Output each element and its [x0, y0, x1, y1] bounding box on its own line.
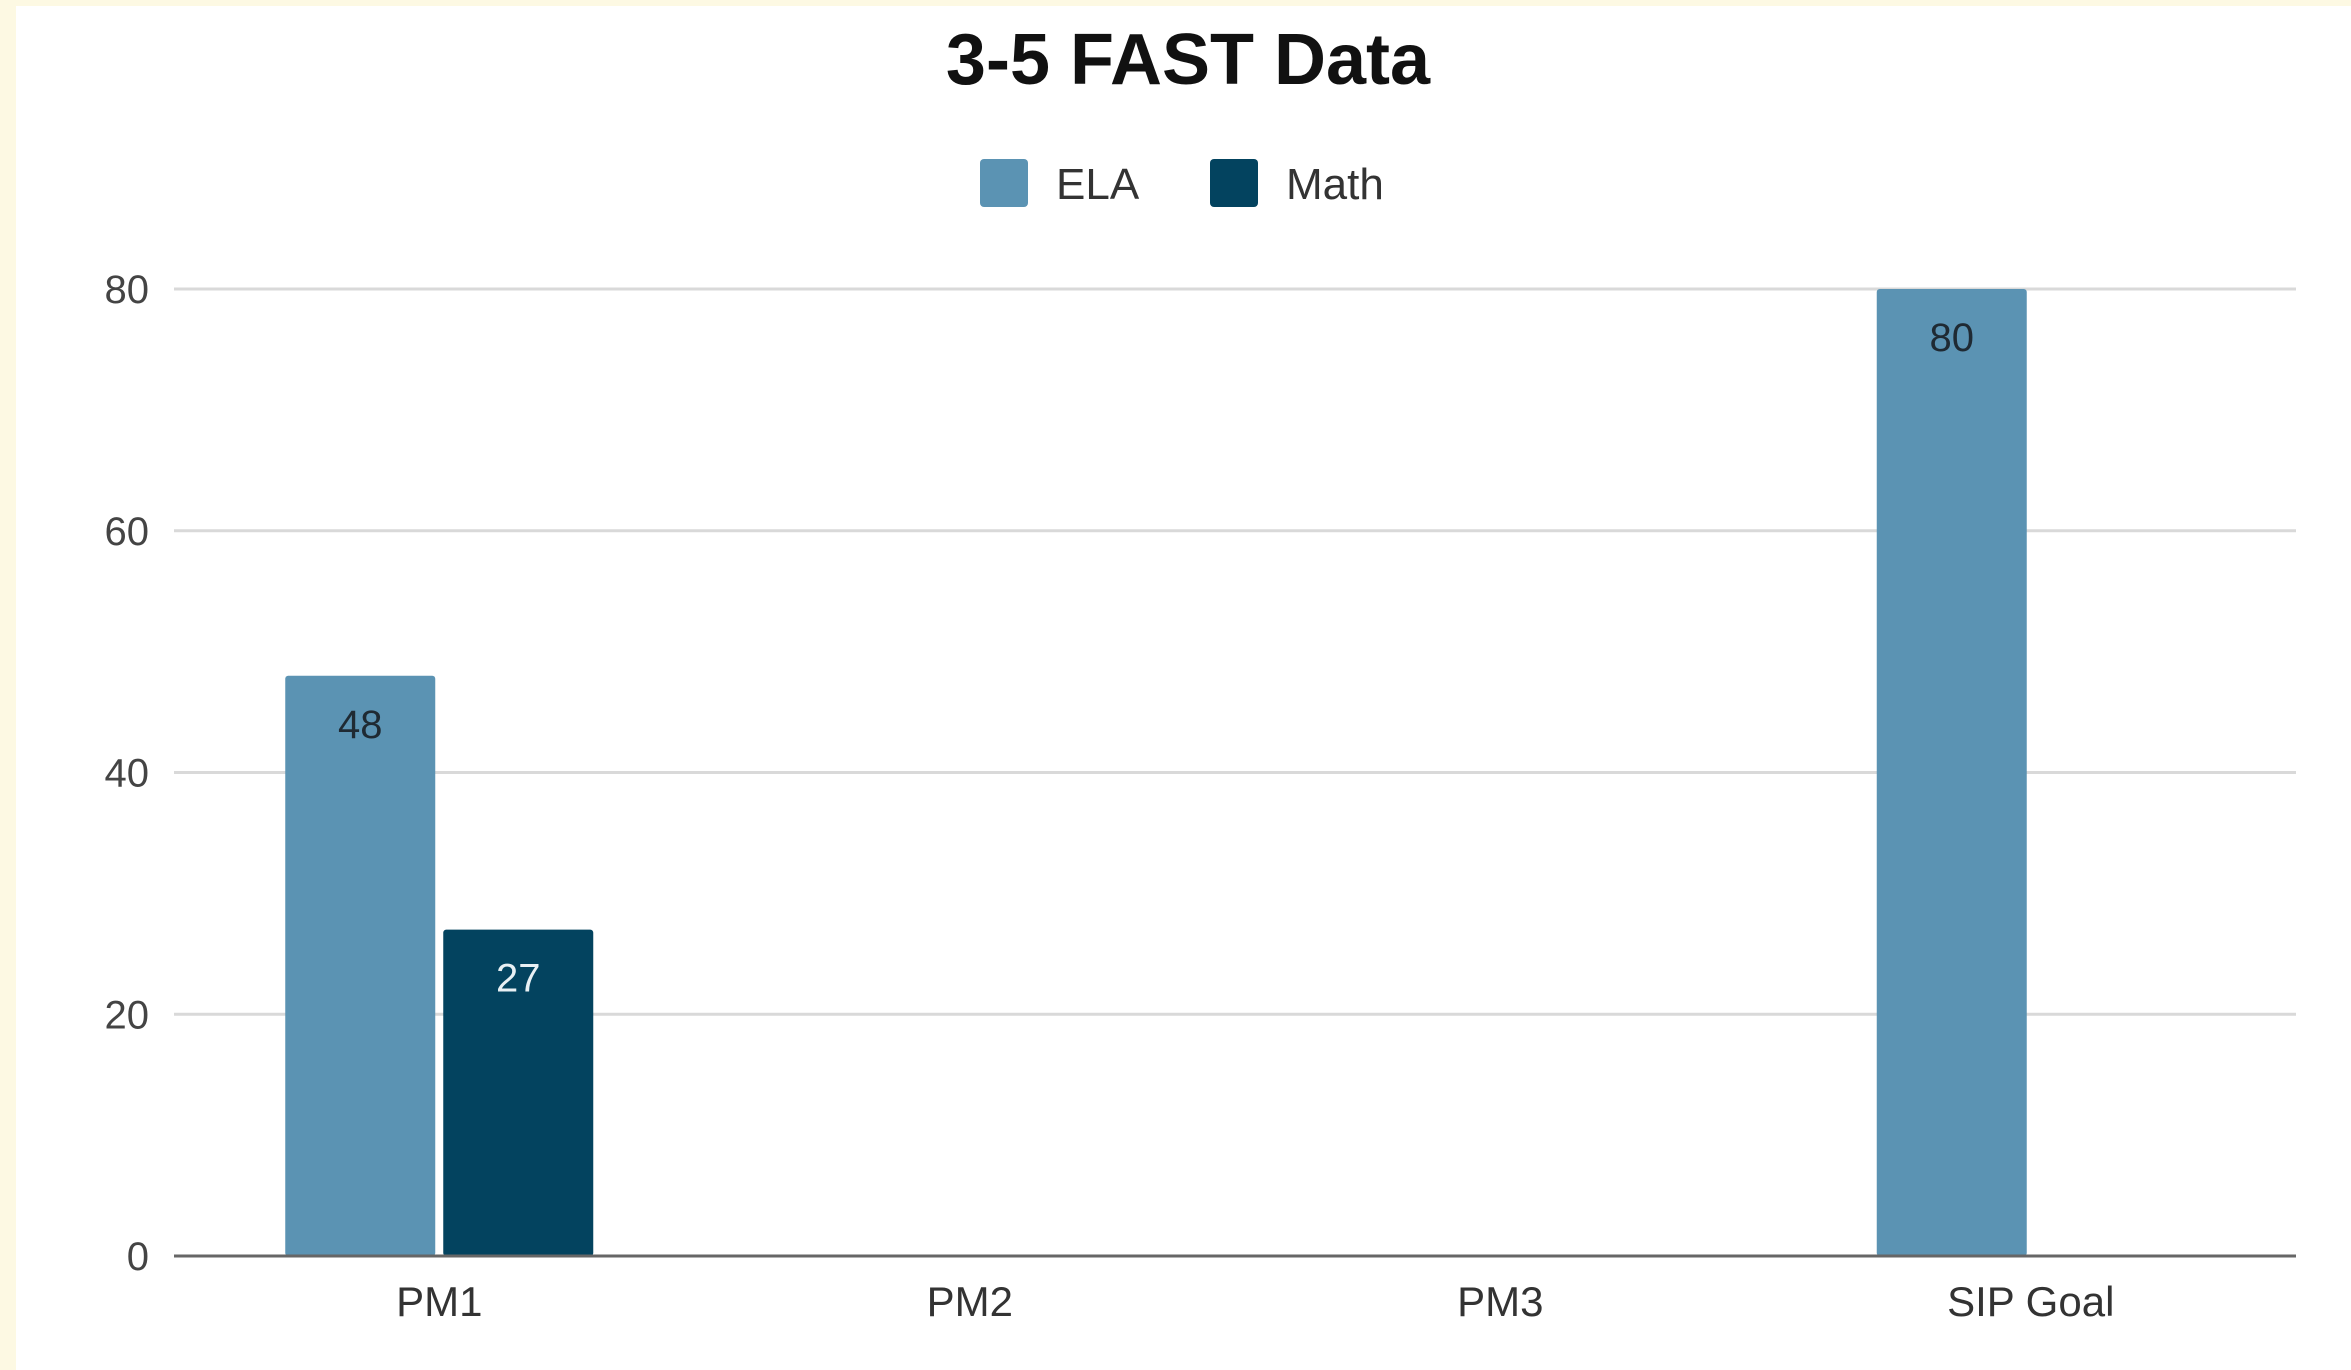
chart-card: 3-5 FAST Data ELA Math 0 20 40 60 80 48 27 80 P… [16, 6, 2351, 1370]
y-axis: 0 20 40 60 80 [105, 268, 150, 1279]
x-tick-label: PM1 [396, 1278, 482, 1325]
y-tick-label: 60 [105, 510, 150, 554]
y-tick-label: 0 [127, 1235, 149, 1279]
legend-label-math: Math [1286, 160, 1384, 209]
x-tick-label: SIP Goal [1947, 1278, 2114, 1325]
y-tick-label: 20 [105, 993, 150, 1037]
x-axis: PM1 PM2 PM3 SIP Goal [174, 1254, 2296, 1325]
x-tick-label: PM3 [1457, 1278, 1543, 1325]
legend-label-ela: ELA [1056, 160, 1140, 209]
bar-ela-sip-goal [1876, 289, 2027, 1256]
data-label: 80 [1930, 316, 1975, 360]
bar-ela-pm1 [285, 675, 436, 1256]
legend-swatch-ela [980, 159, 1028, 207]
bar-chart: 3-5 FAST Data ELA Math 0 20 40 60 80 48 27 80 P… [105, 20, 2296, 1325]
x-tick-label: PM2 [927, 1278, 1013, 1325]
chart-title: 3-5 FAST Data [946, 20, 1431, 100]
data-label: 48 [338, 703, 383, 747]
legend-swatch-math [1210, 159, 1258, 207]
bar-math-pm1 [443, 929, 594, 1256]
data-label: 27 [496, 957, 541, 1001]
y-tick-label: 80 [105, 268, 150, 312]
legend: ELA Math [980, 159, 1384, 209]
bars: 48 27 80 [285, 289, 2027, 1256]
y-tick-label: 40 [105, 752, 150, 796]
